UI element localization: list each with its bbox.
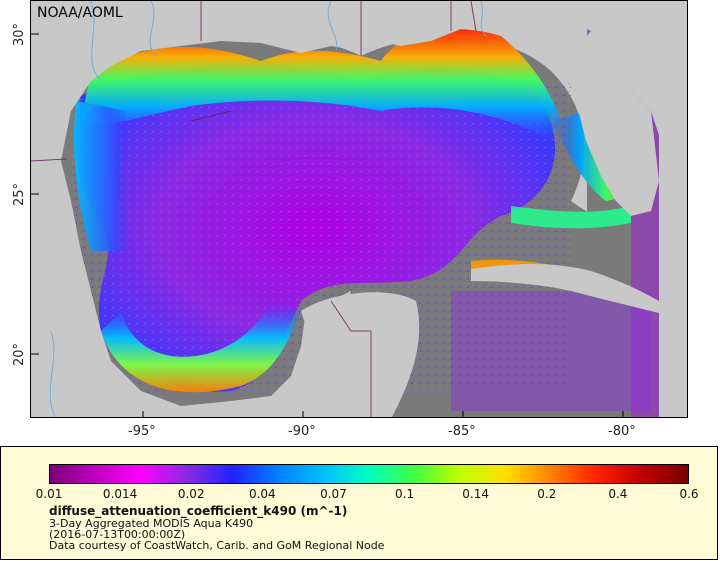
lat-tick-25: 25° bbox=[12, 182, 27, 206]
lat-tick-20: 20° bbox=[12, 342, 27, 366]
lat-tick-30: 30° bbox=[12, 22, 27, 46]
legend-panel: 0.01 0.014 0.02 0.04 0.07 0.1 0.14 0.2 0.4 0.6 di… bbox=[0, 446, 718, 560]
lon-tick-80: -80° bbox=[608, 424, 636, 439]
colorbar-tick-label: 0.1 bbox=[395, 487, 415, 501]
variable-title: diffuse_attenuation_coefficient_k490 (m^… bbox=[49, 504, 348, 518]
colorbar-tick-label: 0.02 bbox=[177, 487, 205, 501]
provider-label: NOAA/AOML bbox=[37, 5, 123, 21]
time-stamp: (2016-07-13T00:00:00Z) bbox=[49, 528, 186, 541]
product-name: 3-Day Aggregated MODIS Aqua K490 bbox=[49, 517, 254, 530]
colorbar bbox=[49, 464, 689, 484]
lon-tick-95: -95° bbox=[128, 424, 156, 439]
colorbar-tick-label: 0.14 bbox=[462, 487, 490, 501]
colorbar-tick-label: 0.01 bbox=[35, 487, 63, 501]
colorbar-tick-label: 0.2 bbox=[537, 487, 557, 501]
data-credit: Data courtesy of CoastWatch, Carib. and … bbox=[49, 539, 385, 552]
colorbar-tick-label: 0.07 bbox=[320, 487, 347, 501]
colorbar-tick-label: 0.04 bbox=[248, 487, 276, 501]
colorbar-tick-label: 0.4 bbox=[608, 487, 628, 501]
lon-tick-85: -85° bbox=[448, 424, 476, 439]
lon-tick-90: -90° bbox=[288, 424, 316, 439]
map-view[interactable]: NOAA/AOML bbox=[30, 0, 688, 418]
colorbar-tick-label: 0.6 bbox=[679, 487, 699, 501]
sea-surface-map bbox=[31, 1, 687, 417]
colorbar-tick-label: 0.014 bbox=[102, 487, 138, 501]
